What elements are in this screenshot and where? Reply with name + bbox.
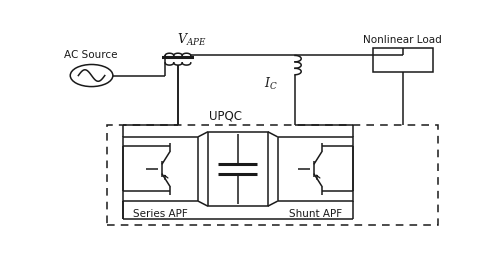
Text: $\mathregular{V_{APE}}$: $\mathregular{V_{APE}}$: [177, 32, 206, 48]
Bar: [107, 125, 438, 225]
Text: Series APF: Series APF: [133, 209, 188, 218]
Text: AC Source: AC Source: [64, 50, 118, 61]
Bar: [208, 132, 268, 206]
Bar: [372, 48, 432, 72]
Bar: [122, 137, 198, 201]
Text: $\mathregular{I_C}$: $\mathregular{I_C}$: [264, 75, 278, 92]
Bar: [278, 137, 353, 201]
Text: Nonlinear Load: Nonlinear Load: [364, 35, 442, 45]
Text: Shunt APF: Shunt APF: [288, 209, 342, 218]
Text: UPQC: UPQC: [209, 109, 242, 122]
